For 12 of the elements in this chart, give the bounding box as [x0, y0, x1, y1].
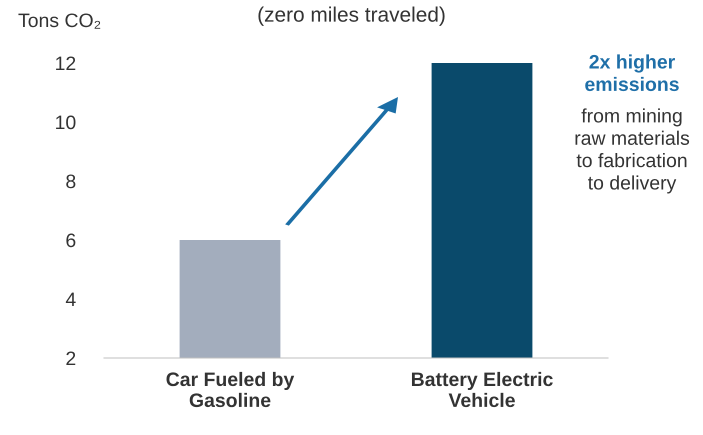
annotation: from mining raw materials to fabrication to delivery [575, 108, 690, 194]
y-axis-title: Tons CO₂ [18, 13, 100, 29]
y-tick-label: 6 [66, 233, 76, 248]
y-tick-label: 4 [66, 292, 76, 306]
y-tick-label: 2 [66, 351, 76, 366]
x-tick-label: Battery Electric Vehicle [412, 372, 553, 408]
chart-title: (zero miles traveled) [258, 6, 445, 26]
x-tick-label: Car Fueled by Gasoline [166, 372, 294, 408]
y-tick-label: 10 [56, 115, 76, 130]
y-tick-label: 12 [56, 56, 76, 70]
y-tick-label: 8 [66, 174, 76, 188]
annotation: 2x higher emissions [585, 54, 679, 92]
